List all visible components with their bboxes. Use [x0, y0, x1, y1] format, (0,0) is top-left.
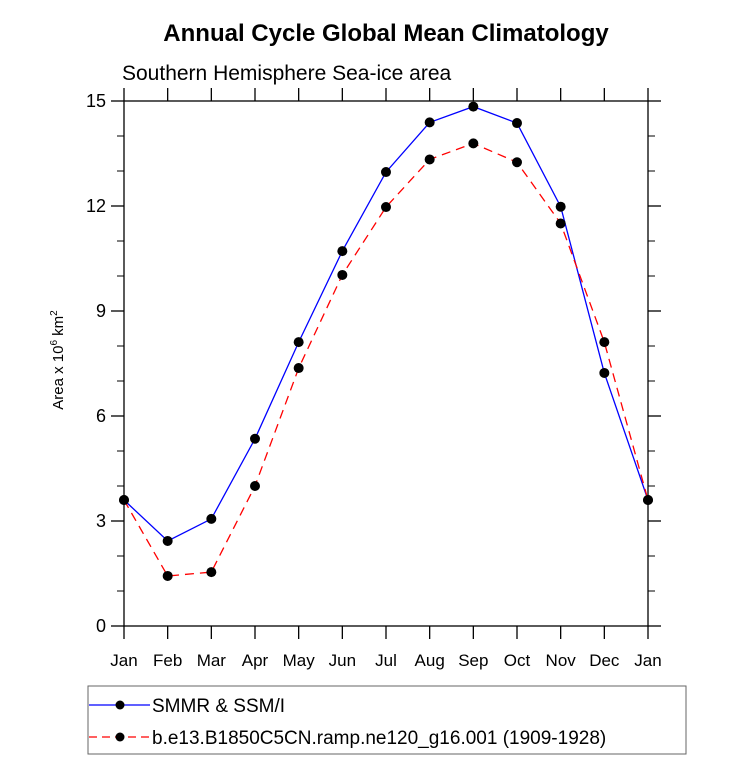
- data-point: [293, 363, 304, 374]
- x-tick-label: May: [283, 651, 316, 670]
- legend-item-model: b.e13.B1850C5CN.ramp.ne120_g16.001 (1909…: [89, 728, 606, 749]
- x-tick-label: Nov: [546, 651, 577, 670]
- data-point: [337, 246, 348, 257]
- plot-frame: [123, 100, 649, 627]
- series-0: [119, 101, 653, 546]
- y-tick-label: 15: [86, 91, 106, 111]
- legend-label-obs: SMMR & SSM/I: [152, 696, 285, 717]
- data-point: [643, 495, 653, 505]
- data-point: [512, 157, 522, 168]
- series-layer: [119, 101, 653, 581]
- data-point: [250, 433, 260, 444]
- y-tick-label: 3: [96, 511, 106, 531]
- legend: SMMR & SSM/I b.e13.B1850C5CN.ramp.ne120_…: [87, 685, 687, 755]
- data-point: [468, 138, 479, 149]
- data-point: [424, 117, 435, 128]
- y-axis-label-text: Area x 10: [50, 346, 67, 410]
- y-axis-label: Area x 106 km2: [49, 310, 67, 410]
- data-point: [424, 154, 435, 165]
- legend-label-model: b.e13.B1850C5CN.ramp.ne120_g16.001 (1909…: [152, 728, 606, 749]
- x-tick-label: Sep: [458, 651, 488, 670]
- x-tick-label: Jul: [375, 651, 397, 670]
- y-tick-label: 6: [96, 406, 106, 426]
- data-point: [206, 513, 217, 524]
- plot-axes: 0 3 6 9 12 15 Jan Feb Mar Apr May Jun Jul Aug Sep Oct No…: [86, 88, 662, 670]
- x-tick-label: Mar: [197, 651, 227, 670]
- legend-marker-model: [115, 732, 125, 742]
- data-point: [119, 495, 129, 505]
- x-tick-label: Apr: [242, 651, 269, 670]
- series-1: [119, 138, 653, 581]
- x-tick-label: Feb: [153, 651, 182, 670]
- legend-marker-obs: [115, 700, 125, 710]
- data-point: [599, 367, 610, 378]
- x-tick-label: Jun: [329, 651, 356, 670]
- data-point: [206, 567, 217, 578]
- data-point: [599, 337, 610, 348]
- data-point: [293, 337, 304, 348]
- y-tick-label: 12: [86, 196, 106, 216]
- y-tick-label: 9: [96, 301, 106, 321]
- data-point: [250, 481, 260, 491]
- chart-subtitle: Southern Hemisphere Sea-ice area: [122, 62, 452, 85]
- x-tick-label: Jan: [634, 651, 661, 670]
- data-point: [381, 202, 391, 213]
- y-axis-label-exponent: 6: [49, 340, 60, 346]
- y-tick-label: 0: [96, 616, 106, 636]
- data-point: [555, 201, 566, 212]
- x-tick-label: Dec: [589, 651, 620, 670]
- y-axis-label-unit: km: [50, 316, 67, 340]
- data-point: [162, 535, 173, 546]
- data-point: [468, 101, 479, 112]
- data-point: [555, 218, 566, 229]
- x-tick-label: Oct: [504, 651, 531, 670]
- data-point: [381, 167, 391, 178]
- data-point: [162, 570, 173, 581]
- data-point: [512, 118, 522, 129]
- data-point: [337, 269, 348, 280]
- legend-item-obs: SMMR & SSM/I: [89, 696, 285, 717]
- chart-title: Annual Cycle Global Mean Climatology: [163, 20, 609, 47]
- y-axis-label-unit-exponent: 2: [49, 310, 60, 316]
- x-tick-label: Aug: [415, 651, 445, 670]
- legend-box: [87, 685, 687, 755]
- x-tick-label: Jan: [110, 651, 137, 670]
